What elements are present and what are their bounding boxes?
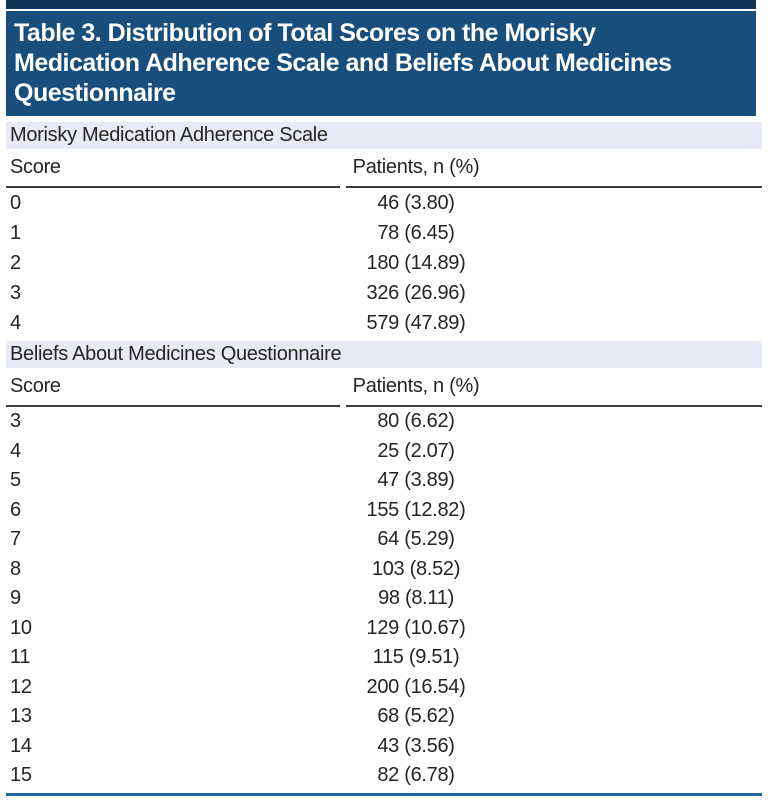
table-row: 6 155 (12.82) <box>6 496 762 526</box>
table-row: 2 180 (14.89) <box>6 248 762 278</box>
patients-cell: 129 (10.67) <box>366 616 466 639</box>
table-title-line-2: Medication Adherence Scale and Beliefs A… <box>14 49 672 77</box>
table-row: 8 103 (8.52) <box>6 555 762 585</box>
score-cell: 11 <box>10 646 31 669</box>
table-rows: 0 46 (3.80) 1 78 (6.45) 2 180 (14.89) 3 … <box>6 188 762 338</box>
patients-cell: 155 (12.82) <box>366 498 466 521</box>
header-rule <box>6 186 762 188</box>
bottom-rule <box>6 792 762 796</box>
header-rule-right-segment <box>346 186 762 188</box>
table-section: Beliefs About Medicines Questionnaire Sc… <box>6 341 762 791</box>
patients-cell: 82 (6.78) <box>377 764 455 787</box>
score-cell: 1 <box>10 221 21 244</box>
patients-cell: 43 (3.56) <box>377 734 455 757</box>
patients-cell: 80 (6.62) <box>377 410 455 433</box>
table-row: 5 47 (3.89) <box>6 466 762 496</box>
header-rule-left-segment <box>6 186 340 188</box>
patients-cell: 579 (47.89) <box>366 311 466 334</box>
patients-cell: 64 (5.29) <box>377 528 455 551</box>
score-cell: 7 <box>10 528 21 551</box>
table-title-line-1: Table 3. Distribution of Total Scores on… <box>14 19 596 47</box>
table-row: 0 46 (3.80) <box>6 188 762 218</box>
table-row: 4 579 (47.89) <box>6 308 762 338</box>
table-rows: 3 80 (6.62) 4 25 (2.07) 5 47 (3.89) 6 15… <box>6 407 762 791</box>
patients-cell: 46 (3.80) <box>377 191 455 214</box>
table-title-line-3: Questionnaire <box>14 79 176 107</box>
patients-cell: 103 (8.52) <box>371 557 461 580</box>
table-row: 14 43 (3.56) <box>6 732 762 762</box>
patients-cell: 200 (16.54) <box>366 675 466 698</box>
score-cell: 2 <box>10 251 21 274</box>
score-cell: 9 <box>10 587 21 610</box>
score-cell: 3 <box>10 410 21 433</box>
table-row: 10 129 (10.67) <box>6 614 762 644</box>
section-heading: Beliefs About Medicines Questionnaire <box>6 341 762 368</box>
table-row: 12 200 (16.54) <box>6 673 762 703</box>
patients-cell: 78 (6.45) <box>377 221 455 244</box>
section-heading: Morisky Medication Adherence Scale <box>6 122 762 149</box>
score-cell: 15 <box>10 764 32 787</box>
table-row: 7 64 (5.29) <box>6 525 762 555</box>
section-table: Score Patients, n (%) 3 80 (6.62) 4 25 (… <box>6 368 762 791</box>
patients-cell: 180 (14.89) <box>366 251 466 274</box>
score-cell: 0 <box>10 191 21 214</box>
score-cell: 6 <box>10 498 21 521</box>
top-rule <box>6 0 756 9</box>
score-cell: 12 <box>10 675 32 698</box>
patients-column-header: Patients, n (%) <box>352 375 480 397</box>
table-row: 11 115 (9.51) <box>6 643 762 673</box>
patients-column-header: Patients, n (%) <box>352 156 480 178</box>
score-cell: 8 <box>10 557 21 580</box>
score-cell: 13 <box>10 705 32 728</box>
header-rule-right-segment <box>346 405 762 407</box>
score-cell: 4 <box>10 439 21 462</box>
section-table: Score Patients, n (%) 0 46 (3.80) 1 78 (… <box>6 149 762 338</box>
score-column-header: Score <box>10 375 61 397</box>
header-rule <box>6 405 762 407</box>
column-header-row: Score Patients, n (%) <box>6 149 762 186</box>
table-row: 4 25 (2.07) <box>6 437 762 467</box>
score-cell: 5 <box>10 469 21 492</box>
table-row: 9 98 (8.11) <box>6 584 762 614</box>
patients-cell: 98 (8.11) <box>378 587 454 610</box>
table-row: 3 80 (6.62) <box>6 407 762 437</box>
table-row: 13 68 (5.62) <box>6 702 762 732</box>
score-cell: 4 <box>10 311 21 334</box>
patients-cell: 47 (3.89) <box>377 469 455 492</box>
header-rule-left-segment <box>6 405 340 407</box>
table-title: Table 3. Distribution of Total Scores on… <box>6 11 756 116</box>
table-row: 15 82 (6.78) <box>6 761 762 791</box>
patients-cell: 326 (26.96) <box>366 281 466 304</box>
score-cell: 14 <box>10 734 32 757</box>
table-sections: Morisky Medication Adherence Scale Score… <box>6 122 762 791</box>
patients-cell: 25 (2.07) <box>377 439 455 462</box>
column-header-row: Score Patients, n (%) <box>6 368 762 405</box>
table-row: 3 326 (26.96) <box>6 278 762 308</box>
score-cell: 3 <box>10 281 21 304</box>
score-column-header: Score <box>10 156 61 178</box>
table-content: Table 3. Distribution of Total Scores on… <box>6 0 762 796</box>
table-section: Morisky Medication Adherence Scale Score… <box>6 122 762 338</box>
score-cell: 10 <box>10 616 32 639</box>
patients-cell: 115 (9.51) <box>372 646 460 669</box>
patients-cell: 68 (5.62) <box>377 705 455 728</box>
table-row: 1 78 (6.45) <box>6 218 762 248</box>
